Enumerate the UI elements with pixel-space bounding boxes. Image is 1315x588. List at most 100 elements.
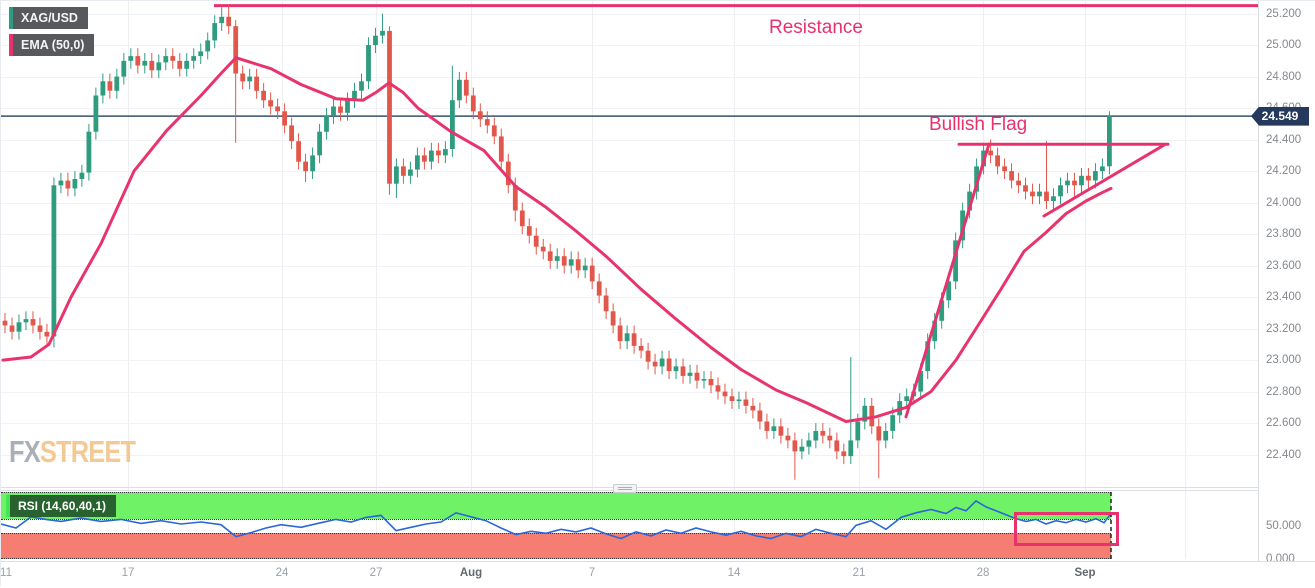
flag-pole-line — [904, 142, 991, 419]
price-tick-label: 24.200 — [1266, 165, 1302, 178]
candle-body — [757, 410, 763, 422]
candle-body — [771, 426, 777, 431]
candle-body — [932, 320, 938, 342]
candle-body — [1065, 180, 1070, 186]
candle-body — [484, 119, 490, 126]
candle-body — [86, 131, 92, 173]
candle-body — [533, 235, 539, 247]
horizontal-gridline — [1, 45, 1258, 47]
candle-body — [457, 79, 462, 101]
candle-body — [960, 210, 965, 241]
candle-body — [554, 256, 560, 261]
rsi-legend-badge[interactable]: RSI (14,60,40,1) — [6, 495, 117, 517]
candle-body — [429, 150, 434, 162]
candle-body — [561, 256, 567, 266]
candle-body — [79, 172, 85, 179]
candle-body — [58, 180, 64, 186]
symbol-legend-badge[interactable]: XAG/USD — [9, 7, 88, 29]
candle-body — [149, 60, 155, 71]
candle-body — [491, 125, 497, 137]
candle-body — [736, 399, 742, 402]
price-tick-label: 22.600 — [1266, 417, 1302, 430]
candle-body — [296, 141, 301, 162]
candle-body — [254, 76, 259, 91]
candle-body — [163, 56, 169, 63]
candle-body — [1009, 171, 1014, 181]
rsi-label: RSI (14,60,40,1) — [18, 499, 107, 513]
horizontal-gridline — [1, 265, 1258, 267]
candle-body — [631, 333, 637, 346]
rsi-level-dotted-line — [1, 519, 1111, 521]
candle-body — [694, 372, 700, 381]
candle-body — [596, 281, 602, 296]
horizontal-gridline — [1, 297, 1258, 299]
rsi-level-dotted-line — [1, 532, 1111, 534]
candle-body — [310, 155, 315, 172]
candle-body — [1086, 175, 1091, 181]
candle-body — [359, 81, 364, 91]
candle-body — [806, 440, 812, 447]
candle-body — [415, 155, 420, 170]
horizontal-gridline — [1, 13, 1258, 15]
price-axis[interactable]: 24.549 25.20025.00024.80024.60024.40024.… — [1251, 1, 1315, 565]
candle-body — [198, 51, 204, 57]
candle-body — [519, 210, 525, 227]
candle-body — [100, 81, 106, 96]
horizontal-gridline — [1, 108, 1258, 110]
vertical-gridline — [1085, 1, 1086, 559]
candle-body — [785, 435, 791, 441]
last-price-badge: 24.549 — [1251, 106, 1309, 126]
horizontal-gridline — [1, 76, 1258, 78]
rsi-highlight-box[interactable] — [1014, 512, 1119, 546]
fxstreet-logo-street: STREET — [39, 434, 136, 469]
horizontal-gridline — [1, 423, 1258, 425]
symbol-label: XAG/USD — [21, 11, 78, 25]
candle-body — [834, 440, 840, 452]
candle-body — [540, 246, 546, 252]
horizontal-gridline — [1, 171, 1258, 173]
candle-body — [897, 401, 903, 416]
candle-body — [1051, 196, 1056, 201]
candle-body — [925, 341, 931, 372]
ema-legend-badge[interactable]: EMA (50,0) — [9, 34, 95, 56]
candle-body — [988, 150, 993, 156]
price-tick-label: 23.000 — [1266, 354, 1302, 367]
time-tick-label: 7 — [588, 567, 596, 579]
candle-body — [778, 426, 784, 436]
candle-body — [51, 185, 57, 337]
candle-body — [114, 76, 120, 91]
candle-body — [128, 56, 134, 61]
time-axis[interactable]: 11 17 24 27 Aug 7 14 21 28 Sep — [0, 561, 1315, 588]
rsi-accent-bar — [6, 495, 10, 517]
candle-body — [107, 81, 113, 91]
candle-body — [813, 431, 819, 441]
rsi-level-dotted-line — [1, 492, 1111, 493]
panel-resize-grip[interactable] — [613, 484, 637, 493]
candle-body — [226, 16, 232, 27]
candle-body — [673, 366, 679, 372]
candle-body — [743, 399, 749, 406]
candle-body — [352, 90, 357, 101]
resistance-annotation[interactable]: Resistance — [769, 17, 863, 38]
time-tick-label: 27 — [369, 567, 383, 579]
time-tick-label: 17 — [121, 567, 135, 579]
bullish-flag-annotation[interactable]: Bullish Flag — [929, 114, 1028, 135]
vertical-gridline — [983, 1, 984, 559]
candle-body — [1023, 185, 1028, 192]
ema-polyline — [1, 56, 1113, 423]
horizontal-gridline — [1, 328, 1258, 330]
flag-drawing[interactable] — [904, 142, 1170, 419]
fxstreet-logo: FXSTREET — [9, 434, 136, 470]
candle-body — [219, 16, 225, 24]
time-tick-label: Sep — [1074, 567, 1096, 579]
candle-body — [939, 300, 945, 321]
rsi-level-dotted-line — [1, 558, 1111, 559]
candle-body — [967, 191, 972, 211]
candle-body — [1107, 116, 1112, 167]
candle-body — [324, 116, 329, 132]
candle-body — [16, 322, 22, 332]
candle-body — [883, 431, 889, 441]
candle-body — [156, 62, 162, 71]
vertical-gridline — [376, 1, 377, 559]
candle-body — [23, 319, 29, 323]
